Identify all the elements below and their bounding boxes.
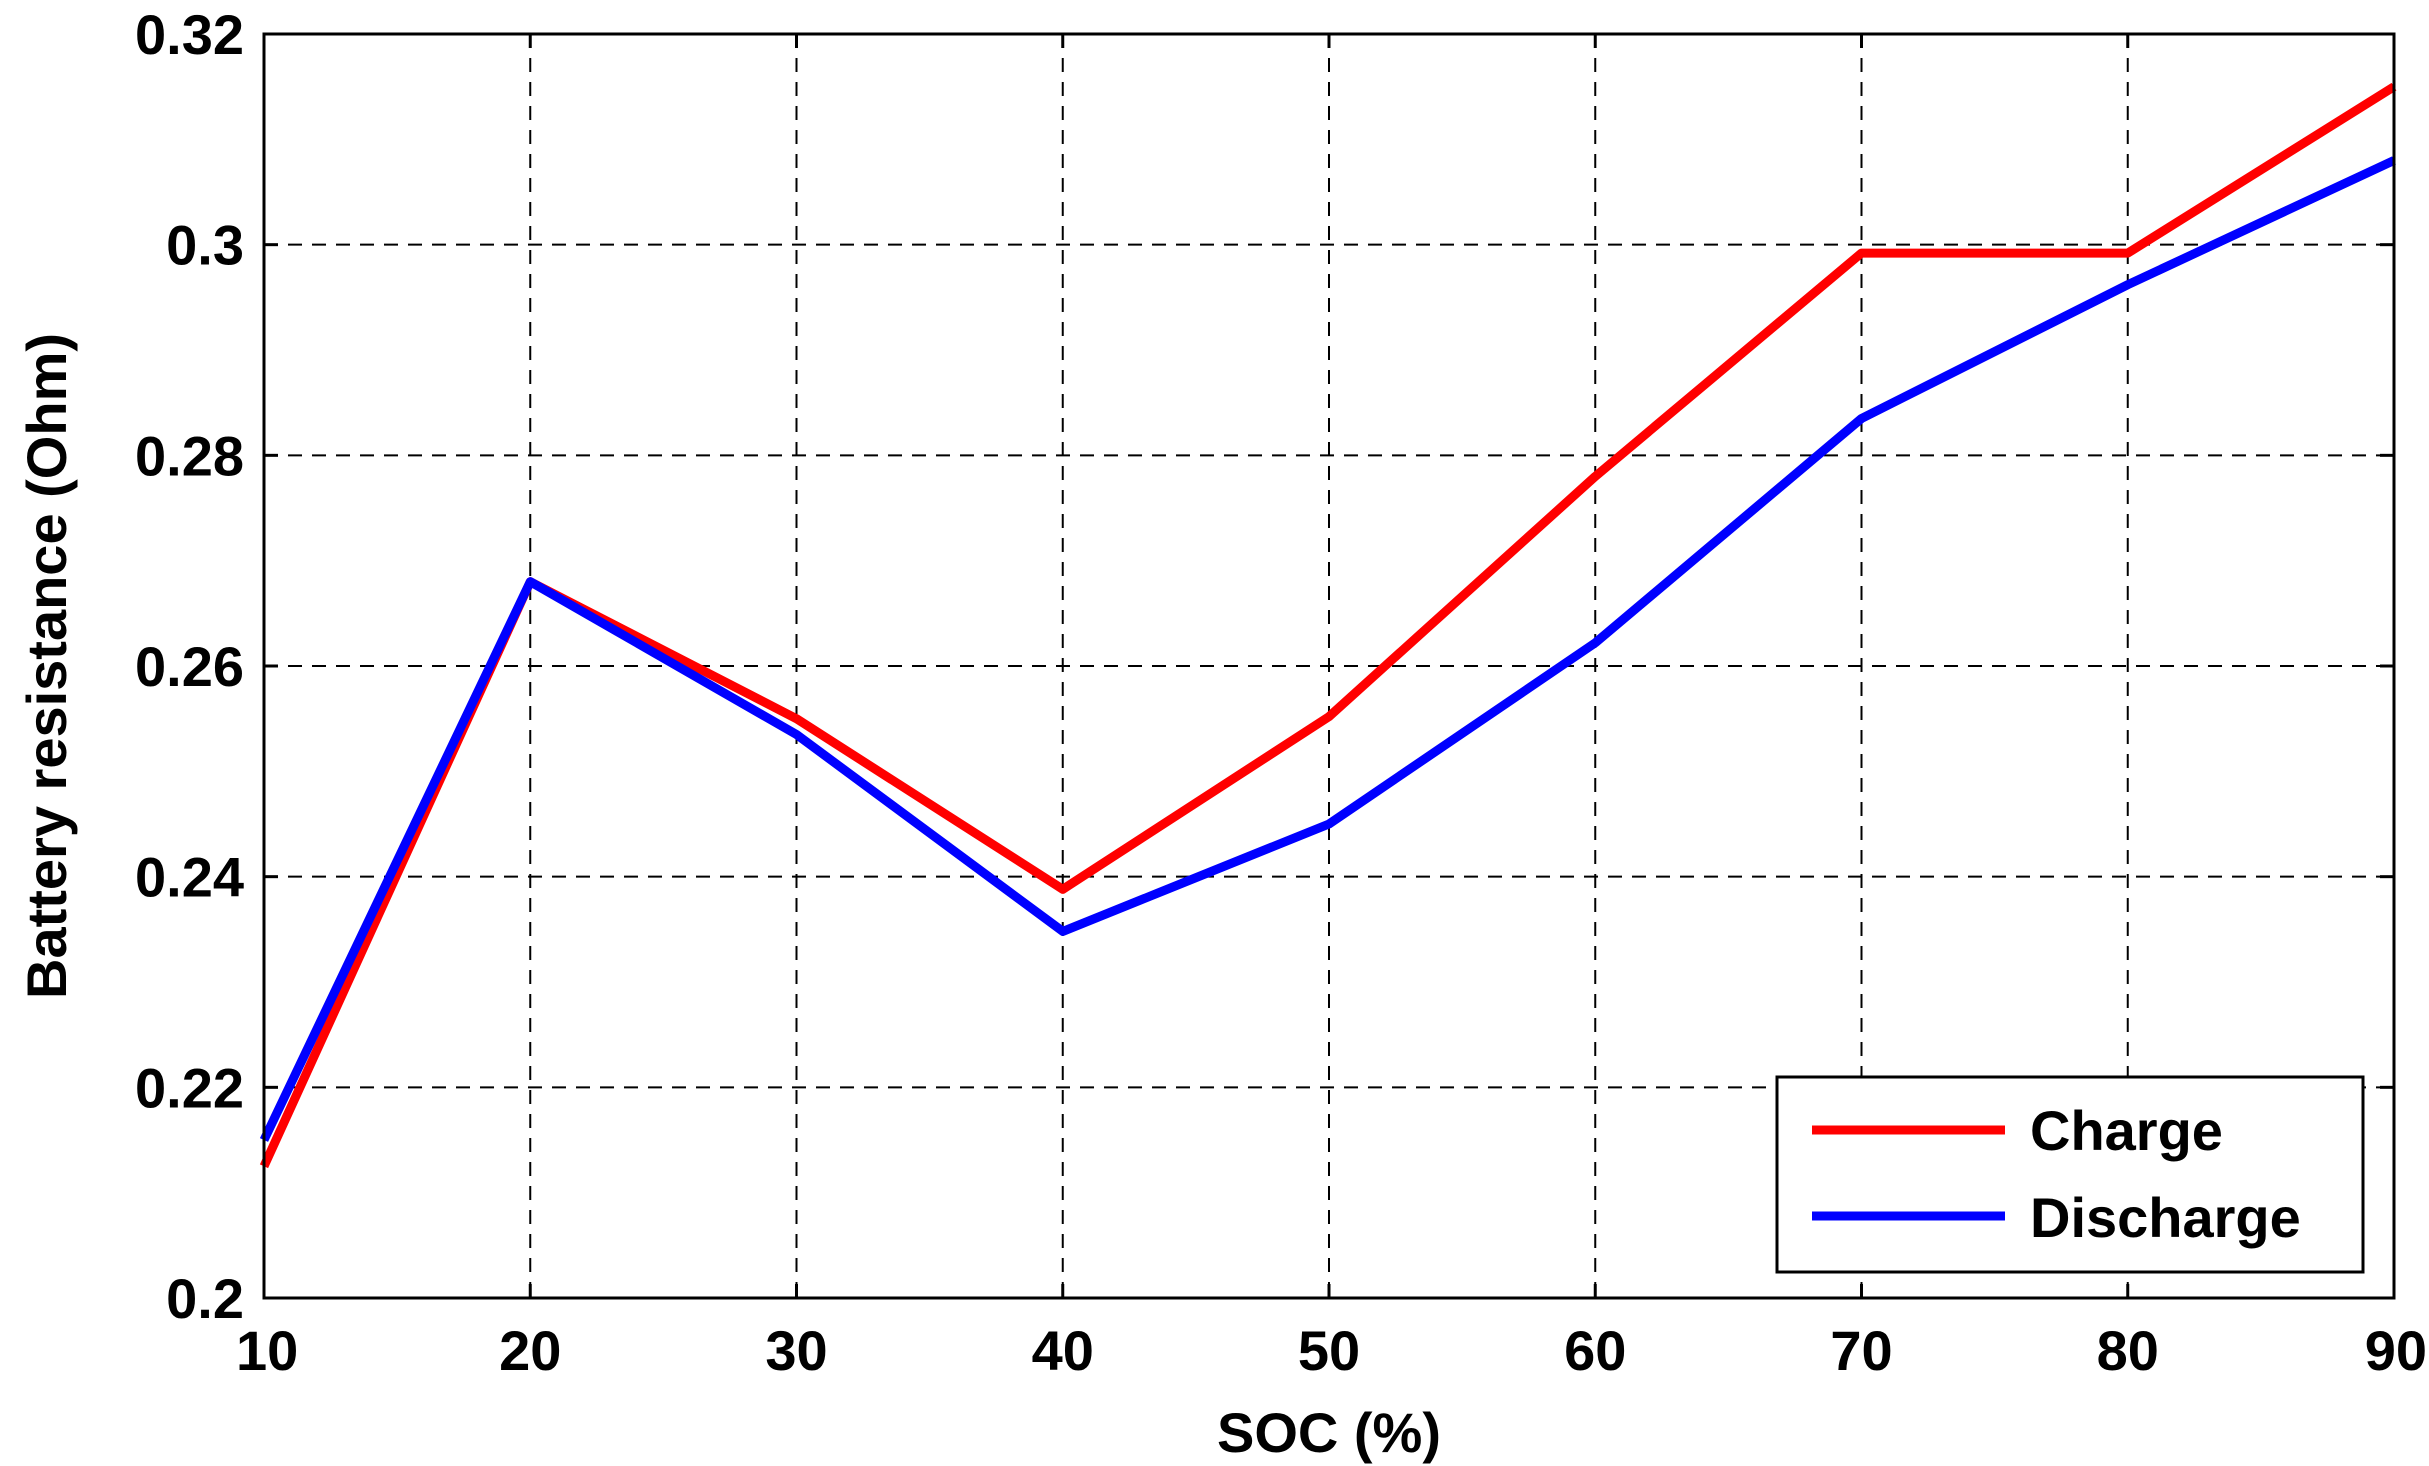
y-tick-label: 0.26 [135, 635, 244, 698]
x-tick-label: 30 [765, 1319, 827, 1382]
x-tick-label: 70 [1830, 1319, 1892, 1382]
y-tick-label: 0.22 [135, 1056, 244, 1119]
y-axis-title: Battery resistance (Ohm) [15, 333, 78, 999]
grid-lines [264, 34, 2394, 1298]
legend: Charge Discharge [1775, 1075, 2365, 1274]
series-lines [259, 82, 2397, 1169]
axis-ticks [262, 32, 2396, 1300]
series-line-discharge [259, 156, 2396, 1142]
y-tick-labels: 0.2 0.22 0.24 0.26 0.28 0.3 0.32 [135, 3, 244, 1330]
y-tick-label: 0.32 [135, 3, 244, 66]
x-axis-title: SOC (%) [1217, 1401, 1441, 1464]
x-tick-labels: 10 20 30 40 50 60 70 80 90 [236, 1319, 2427, 1382]
x-tick-label: 60 [1564, 1319, 1626, 1382]
legend-box [1775, 1075, 2365, 1274]
x-tick-label: 10 [236, 1319, 298, 1382]
legend-label-discharge: Discharge [2030, 1186, 2301, 1249]
y-tick-label: 0.28 [135, 424, 244, 487]
x-tick-label: 90 [2365, 1319, 2427, 1382]
legend-label-charge: Charge [2030, 1099, 2223, 1162]
x-tick-label: 20 [499, 1319, 561, 1382]
x-tick-label: 40 [1032, 1319, 1094, 1382]
y-tick-label: 0.24 [135, 846, 244, 909]
y-tick-label: 0.3 [166, 214, 244, 277]
y-tick-label: 0.2 [166, 1267, 244, 1330]
x-tick-label: 80 [2097, 1319, 2159, 1382]
series-line-charge [259, 82, 2397, 1169]
x-tick-label: 50 [1298, 1319, 1360, 1382]
